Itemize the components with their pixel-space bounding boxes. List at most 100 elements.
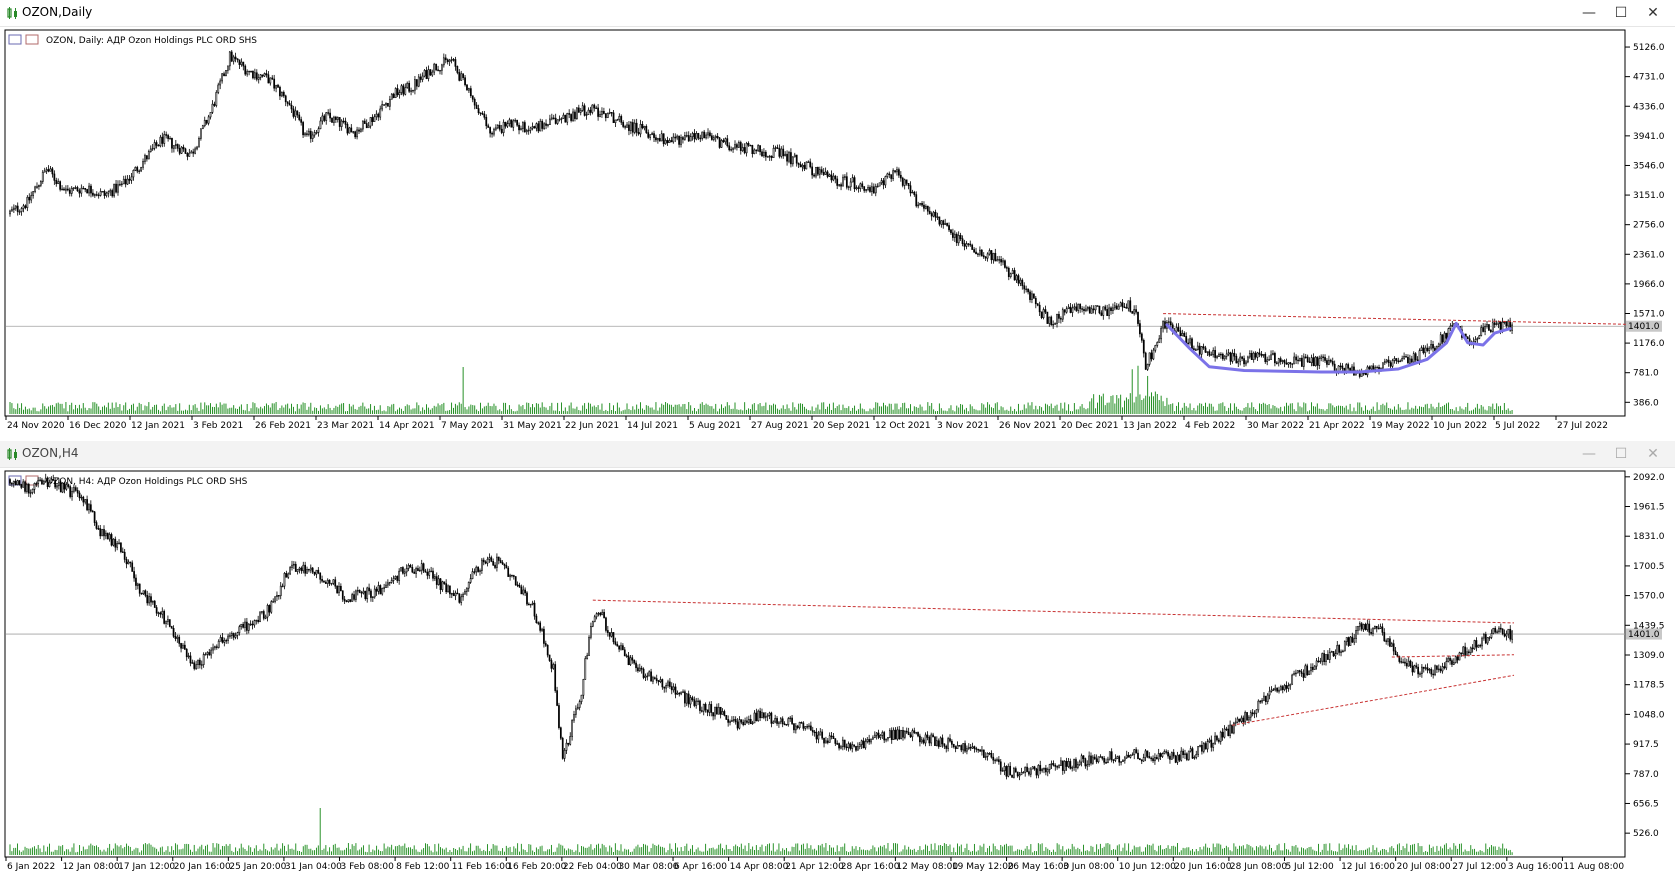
candle (1499, 627, 1502, 630)
candle (977, 749, 980, 751)
candle (817, 166, 819, 175)
h4-window-titlebar[interactable]: OZON,H4 — ☐ ✕ (0, 441, 1675, 468)
candle (95, 194, 98, 196)
candle (230, 633, 233, 636)
candle (1302, 673, 1305, 678)
candle (70, 188, 73, 194)
candle (996, 759, 998, 761)
candle (1182, 750, 1184, 756)
candle (761, 151, 763, 157)
candle (1437, 343, 1440, 347)
candle (736, 144, 738, 148)
candle (217, 640, 220, 648)
candle (123, 551, 126, 560)
h4-chart-canvas[interactable]: OZON, H4: АДР Ozon Holdings PLC ORD SHS … (0, 467, 1675, 881)
close-button[interactable]: ✕ (1647, 446, 1659, 462)
candle (1469, 647, 1472, 654)
candle (962, 743, 965, 751)
candle (1125, 754, 1128, 759)
candle (1045, 767, 1047, 773)
candle (368, 587, 370, 592)
candle (419, 76, 422, 80)
candle (1332, 651, 1335, 657)
maximize-button[interactable]: ☐ (1614, 5, 1628, 21)
h4-window-title: OZON,H4 (22, 446, 79, 460)
candle (286, 101, 289, 104)
candle (171, 137, 173, 149)
candle (796, 725, 799, 729)
candle (190, 151, 193, 154)
candle (871, 186, 873, 192)
candle (832, 736, 835, 739)
candle (1319, 660, 1322, 663)
candle (934, 736, 936, 746)
candle (311, 567, 314, 573)
candle (676, 692, 679, 695)
candle (776, 147, 779, 149)
flag-trendline[interactable] (1391, 654, 1515, 658)
candle (213, 103, 216, 106)
candle (755, 712, 758, 722)
candle (317, 569, 320, 574)
candle (161, 611, 164, 615)
candle (267, 74, 270, 84)
candle (148, 596, 150, 604)
candle (424, 570, 427, 573)
candle (201, 125, 204, 130)
candle (323, 115, 326, 121)
candle (691, 697, 694, 700)
candle (1252, 352, 1255, 361)
candle (42, 480, 45, 485)
candle (512, 575, 515, 577)
candle (977, 253, 979, 255)
daily-window-titlebar[interactable]: OZON,Daily — ☐ ✕ (0, 0, 1675, 27)
x-tick-label: 14 Apr 08:00 (730, 862, 789, 872)
candle (1405, 662, 1408, 667)
resistance-trendline[interactable] (1163, 313, 1649, 326)
candle (111, 190, 114, 197)
candle (741, 147, 744, 151)
daily-chart-canvas[interactable]: OZON, Daily: АДР Ozon Holdings PLC ORD S… (0, 26, 1675, 441)
candle (169, 137, 171, 140)
minimize-button[interactable]: — (1582, 5, 1596, 21)
candle (1073, 306, 1076, 309)
candle (1208, 351, 1211, 356)
close-button[interactable]: ✕ (1647, 5, 1659, 21)
daily-chart-window[interactable]: OZON,Daily — ☐ ✕ OZON, Daily: АДР Ozon H… (0, 0, 1675, 441)
maximize-button[interactable]: ☐ (1614, 446, 1628, 462)
candle (1202, 346, 1205, 349)
y-tick-label: 1961.5 (1633, 503, 1665, 513)
candle (580, 694, 583, 702)
y-tick-label: 917.5 (1633, 740, 1659, 750)
candle (979, 249, 981, 255)
candle (1368, 623, 1371, 633)
candle (1251, 712, 1254, 715)
candle (1052, 323, 1055, 326)
candle (1460, 652, 1463, 655)
cup-pattern-drawing[interactable] (1165, 321, 1512, 374)
support-trendline[interactable] (1231, 674, 1515, 726)
candle (545, 123, 547, 126)
candle (990, 250, 993, 261)
candle (232, 56, 235, 62)
x-tick-label: 20 Jan 16:00 (174, 862, 231, 872)
candle (89, 504, 92, 512)
candle (408, 82, 411, 92)
candle (670, 140, 673, 143)
candle (194, 148, 196, 154)
candle (770, 712, 773, 724)
candle (693, 699, 696, 706)
resistance-trendline[interactable] (592, 599, 1515, 624)
candle (336, 585, 338, 594)
candle (93, 511, 96, 523)
candle (947, 738, 949, 749)
candle (313, 132, 316, 136)
candle (417, 76, 420, 87)
minimize-button[interactable]: — (1582, 446, 1596, 462)
candle (712, 137, 715, 140)
candle (105, 192, 108, 196)
h4-chart-window[interactable]: OZON,H4 — ☐ ✕ OZON, H4: АДР Ozon Holding… (0, 441, 1675, 881)
candle (1275, 362, 1278, 364)
candle (879, 735, 882, 738)
candle (971, 244, 974, 250)
